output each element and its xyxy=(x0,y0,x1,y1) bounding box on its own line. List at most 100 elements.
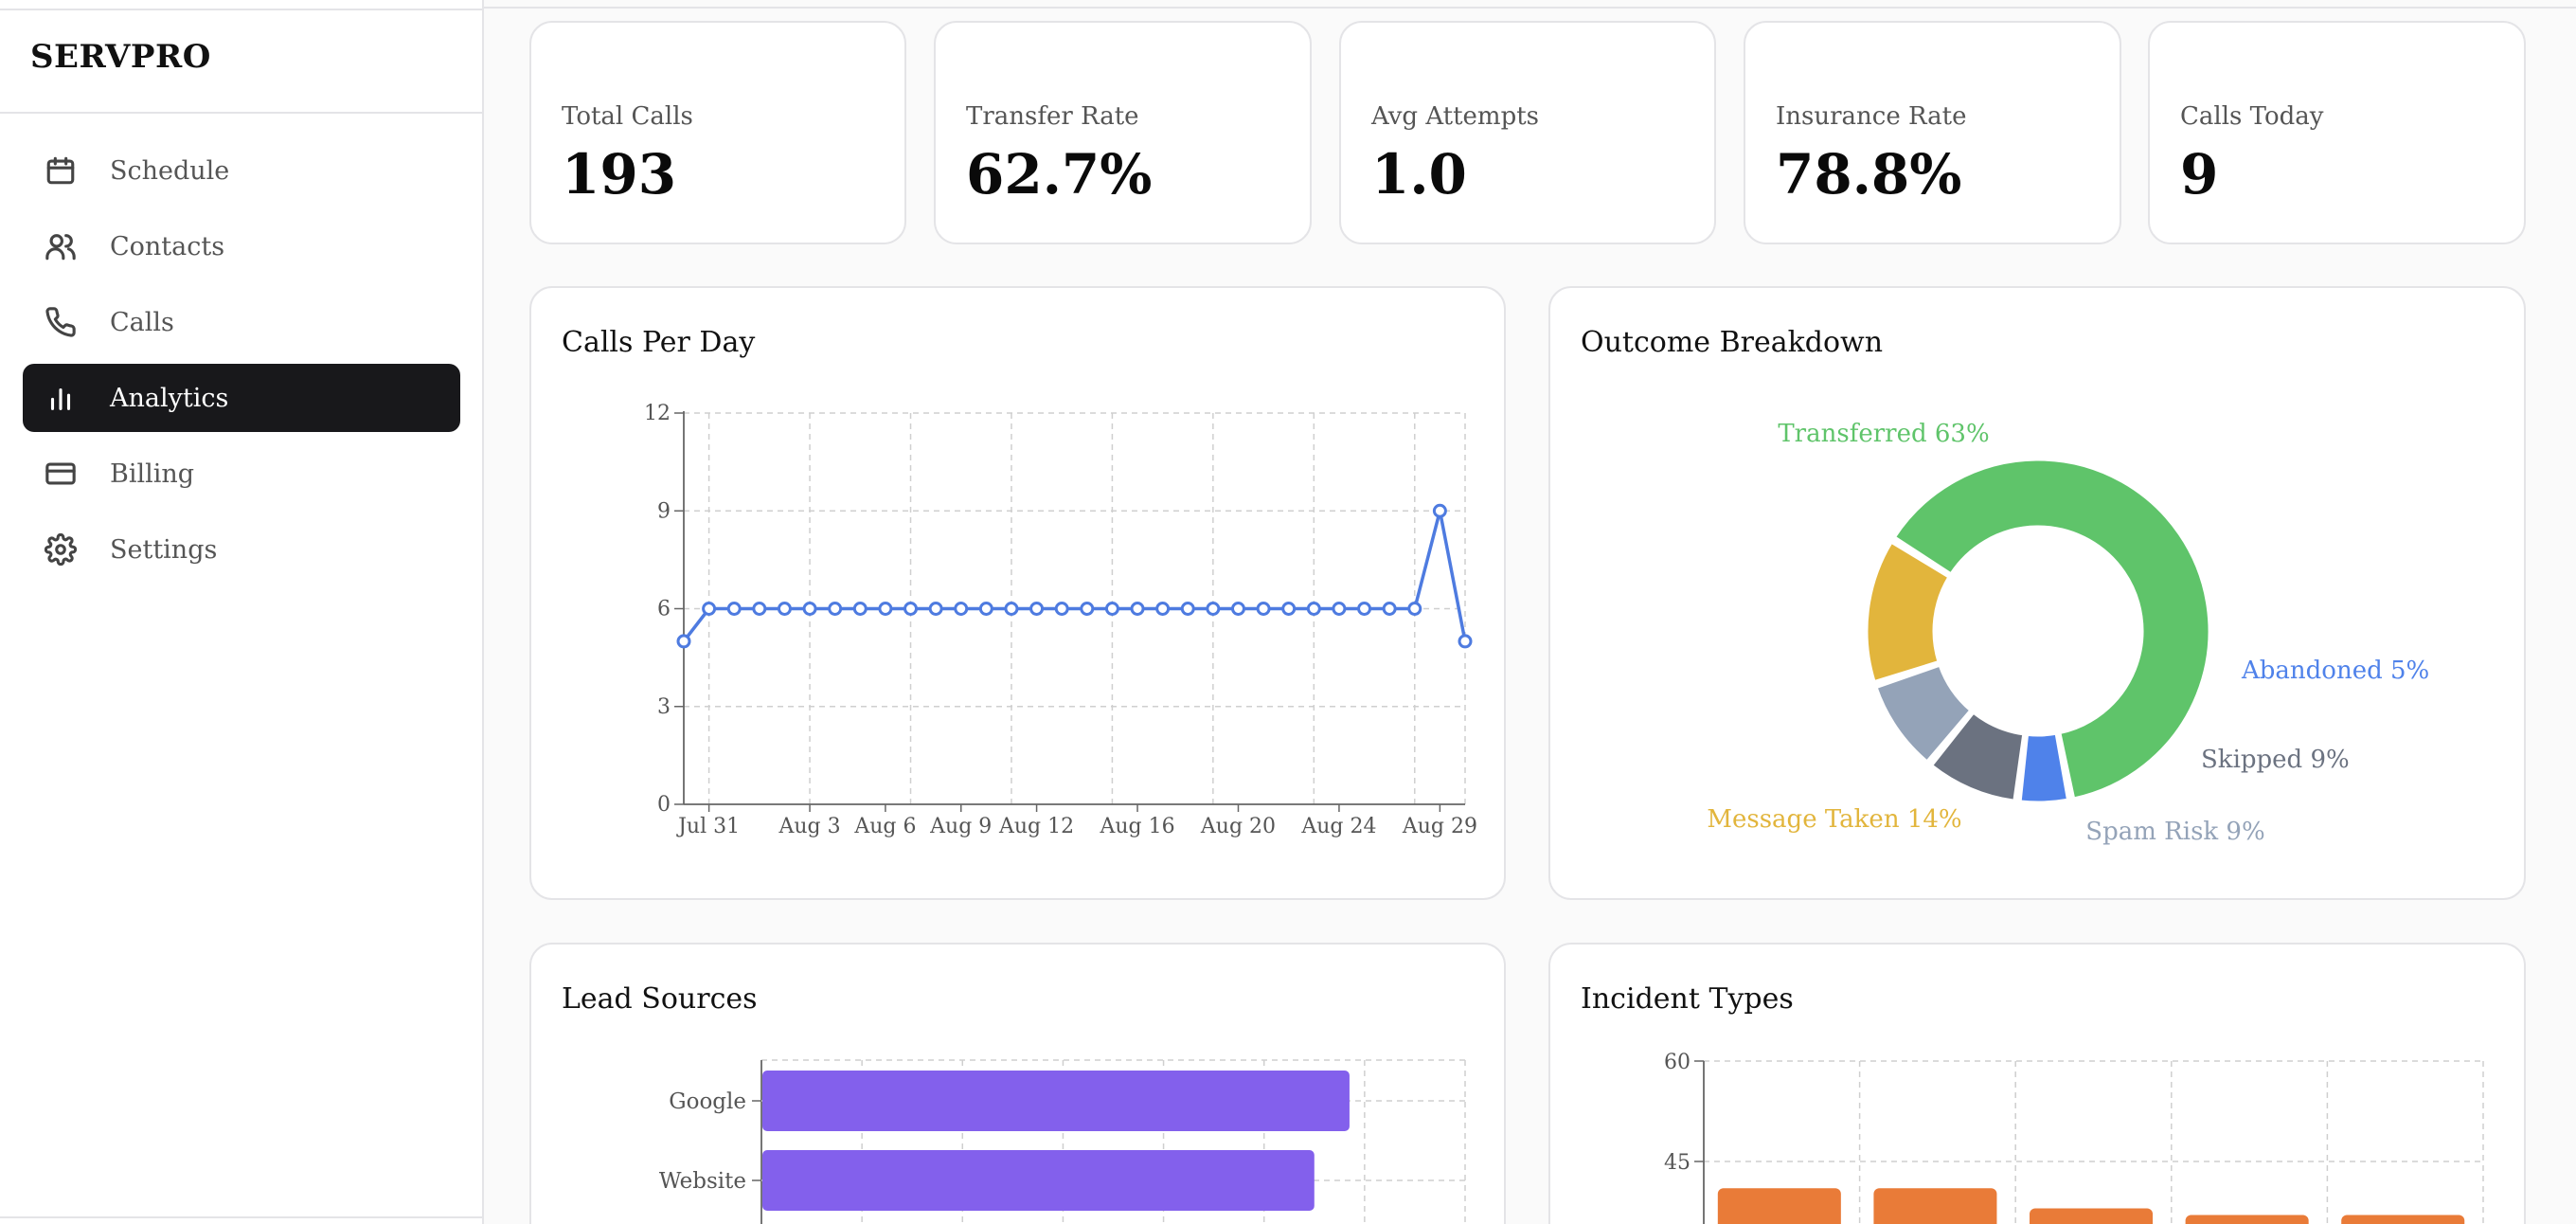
y-tick-label: 0 xyxy=(657,793,671,817)
series-line xyxy=(682,509,1467,642)
data-point xyxy=(1104,602,1119,616)
slice-label: Message Taken 14% xyxy=(1707,805,1961,834)
stat-value: 78.8% xyxy=(1776,142,1962,207)
data-point xyxy=(1382,602,1397,616)
data-point xyxy=(1130,602,1145,616)
stat-label: Avg Attempts xyxy=(1371,102,1540,131)
x-tick-label: Aug 3 xyxy=(778,815,840,838)
x-tick-label: Aug 6 xyxy=(853,815,916,838)
x-tick-label: Aug 12 xyxy=(998,815,1074,838)
outcome-breakdown-card: Outcome Breakdown Transferred 63% Abandon… xyxy=(1548,286,2526,900)
pie-slice xyxy=(2018,731,2070,804)
y-tick-label: 6 xyxy=(657,598,671,621)
bar xyxy=(2185,1215,2309,1224)
data-point xyxy=(702,602,717,616)
users-icon xyxy=(44,229,78,263)
sidebar-item-label: Contacts xyxy=(110,231,225,261)
y-tick-label: 45 xyxy=(1664,1151,1690,1175)
bar xyxy=(1873,1188,1997,1224)
sidebar-item-settings[interactable]: Settings xyxy=(23,515,460,584)
lead-sources-card: Lead Sources Google Website xyxy=(529,943,1506,1224)
sidebar-footer-divider xyxy=(0,1216,484,1218)
incident-types-card: Incident Types 45 60 xyxy=(1548,943,2526,1224)
sidebar-item-label: Settings xyxy=(110,534,218,565)
stat-label: Insurance Rate xyxy=(1776,102,1967,131)
bar xyxy=(1717,1188,1841,1224)
y-tick-label: 9 xyxy=(657,499,671,523)
slice-label: Spam Risk 9% xyxy=(2085,818,2264,846)
chart-title: Calls Per Day xyxy=(562,326,756,359)
x-tick-label: Aug 24 xyxy=(1300,815,1376,838)
bar xyxy=(762,1071,1350,1131)
stat-label: Transfer Rate xyxy=(966,102,1139,131)
chart-title: Incident Types xyxy=(1581,982,1794,1016)
data-point xyxy=(1155,602,1171,616)
chart-title: Outcome Breakdown xyxy=(1581,326,1884,359)
sidebar-item-analytics[interactable]: Analytics xyxy=(23,364,460,432)
stat-value: 1.0 xyxy=(1371,142,1467,207)
x-tick-label: Aug 29 xyxy=(1402,815,1477,838)
stat-card-insurance-rate: Insurance Rate 78.8% xyxy=(1744,21,2121,244)
slice-label: Abandoned 5% xyxy=(2241,657,2429,685)
category-label: Website xyxy=(659,1169,746,1194)
analytics-main: Total Calls 193 Transfer Rate 62.7% Avg … xyxy=(484,0,2576,1224)
stat-label: Total Calls xyxy=(562,102,693,131)
data-point xyxy=(878,602,893,616)
sidebar-nav: Schedule Contacts Calls Analytics xyxy=(23,136,460,591)
bar xyxy=(2341,1215,2465,1224)
sidebar-item-billing[interactable]: Billing xyxy=(23,440,460,508)
stat-value: 193 xyxy=(562,142,677,207)
x-tick-label: Aug 9 xyxy=(929,815,992,838)
stat-value: 9 xyxy=(2180,142,2219,207)
data-point xyxy=(1256,602,1271,616)
stat-card-transfer-rate: Transfer Rate 62.7% xyxy=(934,21,1312,244)
outcome-breakdown-chart: Transferred 63% Abandoned 5% Skipped 9% Spa… xyxy=(1707,420,2429,846)
chart-title: Lead Sources xyxy=(562,982,758,1016)
calls-per-day-card: Calls Per Day 0 3 6 9 12 Jul 31 Aug 3 Aug 6 Aug … xyxy=(529,286,1506,900)
data-point xyxy=(802,602,817,616)
calendar-icon xyxy=(44,153,78,188)
stat-card-avg-attempts: Avg Attempts 1.0 xyxy=(1339,21,1716,244)
sidebar-item-contacts[interactable]: Contacts xyxy=(23,212,460,280)
data-point xyxy=(1080,602,1095,616)
data-point xyxy=(978,602,993,616)
data-point xyxy=(1357,602,1372,616)
phone-icon xyxy=(44,305,78,339)
pie-slice xyxy=(1874,663,1973,764)
sidebar-item-calls[interactable]: Calls xyxy=(23,288,460,356)
slice-label: Skipped 9% xyxy=(2201,746,2350,774)
data-point xyxy=(752,602,767,616)
calls-per-day-chart: 0 3 6 9 12 Jul 31 Aug 3 Aug 6 Aug 9 Aug 12 Aug 16 A… xyxy=(644,402,1477,838)
brand-logo[interactable]: SERVPRO xyxy=(30,38,211,76)
sidebar-divider xyxy=(0,112,484,114)
stat-value: 62.7% xyxy=(966,142,1153,207)
sidebar: SERVPRO Schedule Contacts Calls xyxy=(0,0,484,1224)
stat-card-calls-today: Calls Today 9 xyxy=(2148,21,2526,244)
pie-slice xyxy=(1929,711,2026,802)
top-bar xyxy=(484,0,2576,9)
sidebar-item-label: Schedule xyxy=(110,155,230,186)
data-point xyxy=(1004,602,1019,616)
sidebar-item-label: Analytics xyxy=(110,383,229,413)
stat-card-total-calls: Total Calls 193 xyxy=(529,21,906,244)
data-point xyxy=(1332,602,1347,616)
data-point xyxy=(1180,602,1195,616)
bar-chart-icon xyxy=(44,381,78,415)
data-point xyxy=(1206,602,1221,616)
lead-sources-chart: Google Website xyxy=(659,1059,1466,1224)
data-point xyxy=(726,602,742,616)
sidebar-item-schedule[interactable]: Schedule xyxy=(23,136,460,205)
data-point xyxy=(1407,602,1422,616)
data-point xyxy=(1029,602,1045,616)
pie-slice xyxy=(1892,458,2211,801)
data-point xyxy=(777,602,792,616)
data-point xyxy=(954,602,969,616)
credit-card-icon xyxy=(44,457,78,491)
data-point xyxy=(828,602,843,616)
x-tick-label: Jul 31 xyxy=(676,815,740,838)
data-point xyxy=(1432,503,1447,518)
data-point xyxy=(1281,602,1297,616)
y-tick-label: 60 xyxy=(1664,1051,1690,1074)
y-tick-label: 12 xyxy=(644,402,671,425)
